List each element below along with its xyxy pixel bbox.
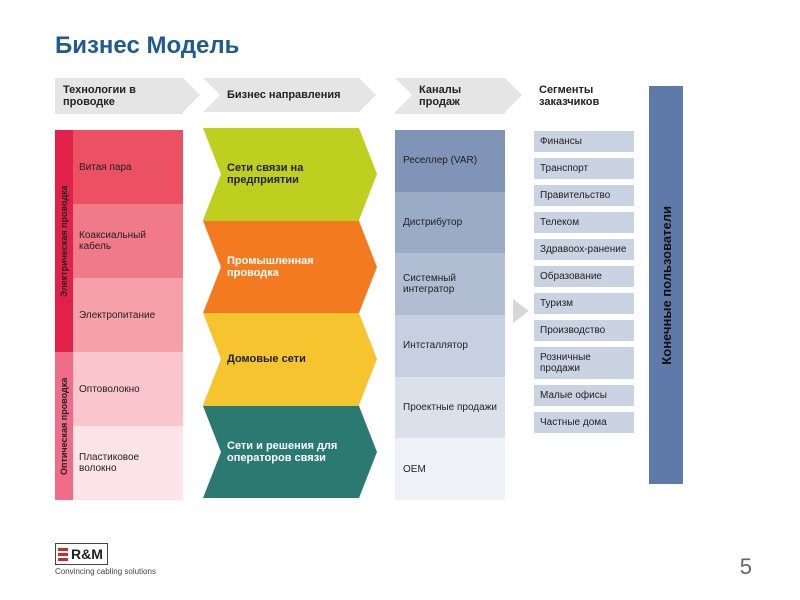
col-segments: Сегменты заказчиков Финансы Транспорт Прав… — [533, 78, 635, 434]
biz-arrow: Промышленная проводка — [203, 221, 359, 314]
footer: R&M Convincing cabling solutions — [55, 543, 156, 576]
tagline: Convincing cabling solutions — [55, 567, 156, 576]
business-model-diagram: Технологии в проводке Электрическая пров… — [55, 78, 745, 500]
segment-item: Здравоох-ранение — [533, 238, 635, 261]
col-header-segments: Сегменты заказчиков — [533, 78, 635, 114]
sales-item: Дистрибутор — [395, 192, 505, 254]
segment-item: Туризм — [533, 292, 635, 315]
segment-item: Образование — [533, 265, 635, 288]
col-sales: Каналы продаж Реселлер (VAR)ДистрибуторС… — [395, 78, 505, 500]
sales-item: Интсталлятор — [395, 315, 505, 377]
segment-item: Транспорт — [533, 157, 635, 180]
biz-arrow: Сети связи на предприятии — [203, 128, 359, 221]
col-header-tech: Технологии в проводке — [55, 78, 183, 114]
sales-item: OEM — [395, 438, 505, 500]
tech-item: Витая пара — [73, 130, 183, 204]
segment-item: Малые офисы — [533, 384, 635, 407]
col-technologies: Технологии в проводке Электрическая пров… — [55, 78, 183, 500]
arrow-icon — [513, 299, 529, 323]
vcat-optic: Оптическая проводка — [55, 352, 73, 500]
segment-item: Производство — [533, 319, 635, 342]
tech-item: Оптоволокно — [73, 352, 183, 426]
tech-item: Коаксиальный кабель — [73, 204, 183, 278]
page-title: Бизнес Модель — [55, 32, 745, 60]
segment-item: Правительство — [533, 184, 635, 207]
col-header-sales: Каналы продаж — [395, 78, 505, 114]
tech-item: Пластиковое волокно — [73, 426, 183, 500]
segment-item: Розничные продажи — [533, 346, 635, 380]
segment-item: Телеком — [533, 211, 635, 234]
sales-item: Реселлер (VAR) — [395, 130, 505, 192]
logo-bars-icon — [58, 548, 68, 561]
biz-arrow: Сети и решения для операторов связи — [203, 406, 359, 499]
segment-item: Частные дома — [533, 411, 635, 434]
page-number: 5 — [740, 554, 752, 580]
segment-item: Финансы — [533, 130, 635, 153]
col-business: Бизнес направления Сети связи на предпри… — [203, 78, 359, 498]
logo: R&M — [55, 543, 108, 565]
sales-item: Проектные продажи — [395, 377, 505, 439]
tech-item: Электропитание — [73, 278, 183, 352]
vcat-electric: Электрическая проводка — [55, 130, 73, 352]
final-label: Конечные пользователи — [659, 206, 674, 365]
biz-arrow: Домовые сети — [203, 313, 359, 406]
sales-item: Системный интегратор — [395, 253, 505, 315]
col-final: Конечные пользователи — [649, 78, 683, 484]
logo-text: R&M — [71, 546, 103, 562]
col-header-biz: Бизнес направления — [203, 78, 359, 112]
